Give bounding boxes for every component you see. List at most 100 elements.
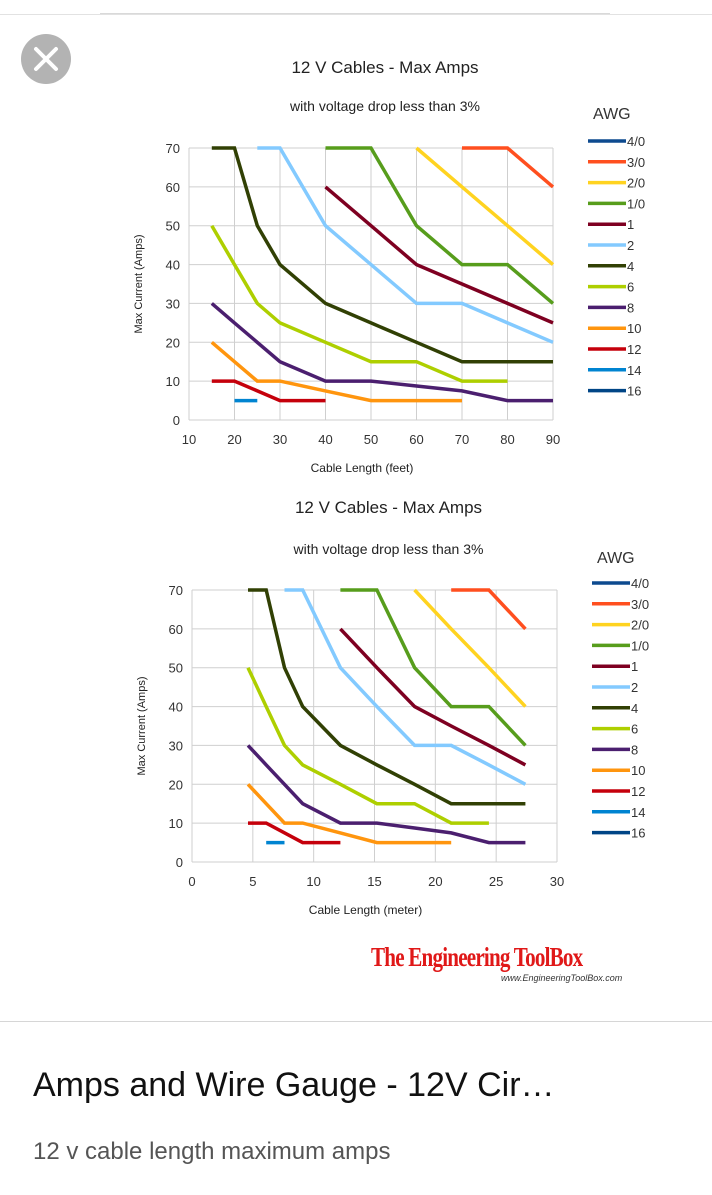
y-tick-label: 30 (166, 296, 180, 311)
x-tick-label: 5 (249, 874, 256, 889)
legend-label-16: 16 (631, 826, 645, 841)
series-line-4 (248, 588, 526, 806)
y-tick-label: 50 (169, 661, 183, 676)
image-preview[interactable]: 10 20 30 40 50 60 70 80 90 0 10 20 30 40 50 60 70 12 V Ca… (0, 15, 712, 1022)
series-line-2-0 (415, 146, 555, 266)
series-line-2-0 (413, 588, 527, 708)
y-tick-label: 50 (166, 219, 180, 234)
x-tick-label: 90 (546, 432, 560, 447)
y-tick-label: 70 (166, 141, 180, 156)
legend-label-3-0: 3/0 (627, 155, 645, 170)
legend-label-12: 12 (627, 342, 641, 357)
divider (0, 1021, 712, 1022)
y-tick-label: 0 (173, 413, 180, 428)
legend-label-3-0: 3/0 (631, 597, 649, 612)
series-line-10 (246, 783, 452, 845)
legend-label-1: 1 (627, 217, 634, 232)
legend-label-1-0: 1/0 (627, 196, 645, 211)
series-line-3-0 (462, 146, 555, 189)
series-line-2 (257, 146, 554, 344)
legend-label-10: 10 (627, 321, 641, 336)
y-tick-label: 60 (169, 622, 183, 637)
legend-label-14: 14 (631, 805, 645, 820)
legend-label-2: 2 (627, 238, 634, 253)
address-bar-edge (100, 0, 610, 14)
brand-url: www.EngineeringToolBox.com (501, 973, 623, 983)
legend-label-16: 16 (627, 384, 641, 399)
legend-label-1: 1 (631, 659, 638, 674)
series-line-1 (324, 185, 554, 325)
legend-label-1-0: 1/0 (631, 638, 649, 653)
x-tick-label: 40 (318, 432, 332, 447)
close-button[interactable] (21, 34, 71, 84)
legend-label-6: 6 (631, 722, 638, 737)
legend-label-4: 4 (631, 701, 638, 716)
series-line-6 (246, 666, 489, 825)
x-tick-label: 10 (306, 874, 320, 889)
series-line-3-0 (451, 588, 527, 631)
chart-2: 0 5 10 15 20 25 30 0 10 20 30 40 50 60 70 12 V Cables -… (136, 498, 649, 917)
legend-label-6: 6 (627, 280, 634, 295)
series-line-8 (246, 744, 526, 845)
series-line-1-0 (325, 146, 555, 305)
y-axis-label: Max Current (Amps) (136, 676, 148, 775)
x-axis-label: Cable Length (meter) (309, 903, 422, 917)
y-tick-label: 60 (166, 180, 180, 195)
y-tick-label: 0 (176, 855, 183, 870)
chart-title: 12 V Cables - Max Amps (291, 58, 478, 77)
legend-title: AWG (597, 550, 635, 567)
series-line-1-0 (340, 588, 527, 747)
x-tick-label: 60 (409, 432, 423, 447)
x-tick-label: 20 (227, 432, 241, 447)
y-tick-label: 40 (169, 700, 183, 715)
brand-logo: The Engineering ToolBox www.EngineeringT… (371, 942, 671, 992)
x-tick-label: 70 (455, 432, 469, 447)
close-icon (34, 47, 58, 71)
x-tick-label: 30 (273, 432, 287, 447)
x-axis-label: Cable Length (feet) (311, 461, 414, 475)
y-tick-label: 30 (169, 738, 183, 753)
x-tick-label: 30 (550, 874, 564, 889)
legend-label-4: 4 (627, 259, 634, 274)
series-line-12 (211, 379, 326, 403)
legend-label-12: 12 (631, 784, 645, 799)
series-line-10 (210, 340, 462, 403)
y-tick-label: 20 (166, 335, 180, 350)
y-tick-label: 10 (169, 816, 183, 831)
y-tick-label: 70 (169, 583, 183, 598)
chart-subtitle: with voltage drop less than 3% (293, 541, 484, 557)
series-line-6 (210, 224, 508, 383)
result-description: 12 v cable length maximum amps (33, 1138, 391, 1165)
x-tick-label: 20 (428, 874, 442, 889)
top-bar (0, 0, 712, 15)
y-tick-label: 10 (166, 374, 180, 389)
x-tick-label: 80 (500, 432, 514, 447)
legend-title: AWG (593, 106, 631, 123)
series-line-1 (339, 627, 527, 767)
x-tick-label: 25 (489, 874, 503, 889)
series-line-2 (284, 588, 527, 786)
series-line-4 (211, 146, 553, 364)
y-tick-label: 40 (166, 258, 180, 273)
legend-label-2-0: 2/0 (627, 176, 645, 191)
brand-name: The Engineering ToolBox (371, 942, 583, 972)
series-line-12 (248, 821, 341, 845)
legend-label-10: 10 (631, 763, 645, 778)
x-tick-label: 10 (182, 432, 196, 447)
series-line-8 (210, 302, 553, 403)
legend-label-2-0: 2/0 (631, 618, 649, 633)
legend-label-14: 14 (627, 363, 641, 378)
chart-subtitle: with voltage drop less than 3% (289, 98, 480, 114)
y-axis-label: Max Current (Amps) (133, 234, 145, 333)
result-title[interactable]: Amps and Wire Gauge - 12V Cir… (33, 1066, 555, 1104)
legend-label-8: 8 (631, 742, 638, 757)
legend-label-4-0: 4/0 (627, 134, 645, 149)
y-tick-label: 20 (169, 777, 183, 792)
legend-label-4-0: 4/0 (631, 576, 649, 591)
x-tick-label: 50 (364, 432, 378, 447)
x-tick-label: 0 (188, 874, 195, 889)
legend-label-2: 2 (631, 680, 638, 695)
legend-label-8: 8 (627, 300, 634, 315)
